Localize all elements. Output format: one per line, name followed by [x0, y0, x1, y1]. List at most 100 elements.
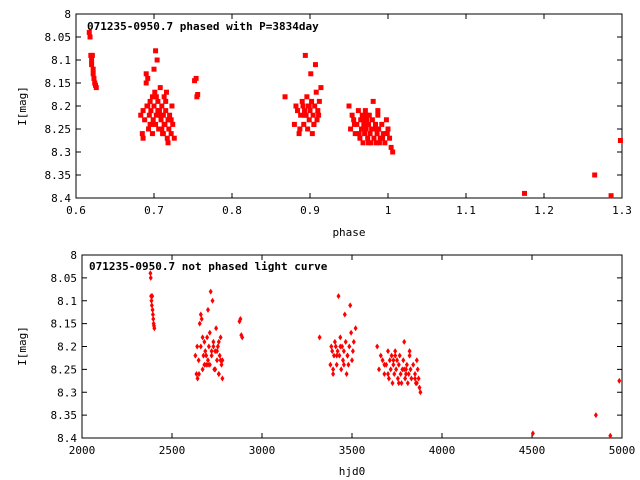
- data-point: [211, 338, 216, 345]
- axis-ticks: 2000 2500 3000 3500 4000 4500 5000 8 8.05 8.1 8.15…: [51, 249, 636, 457]
- data-point: [608, 193, 614, 199]
- data-point: [197, 320, 202, 327]
- data-point: [155, 98, 161, 104]
- data-point: [330, 348, 335, 355]
- data-point: [90, 71, 96, 77]
- data-point: [367, 131, 373, 137]
- data-point: [338, 334, 343, 341]
- data-point: [159, 126, 165, 132]
- y-tick-label: 8.2: [57, 341, 77, 354]
- x-tick-label: 1.2: [534, 204, 554, 217]
- y-tick-label: 8.1: [57, 295, 77, 308]
- data-point: [393, 348, 398, 355]
- data-point: [202, 338, 207, 345]
- data-point: [302, 112, 308, 118]
- x-tick-label: 1: [385, 204, 392, 217]
- data-point: [378, 352, 383, 359]
- data-point: [193, 352, 198, 359]
- data-point: [197, 370, 201, 377]
- data-point: [376, 140, 382, 146]
- data-point: [147, 121, 153, 127]
- data-point: [352, 131, 358, 137]
- y-axis-label: I[mag]: [16, 326, 29, 366]
- y-tick-label: 8.1: [51, 54, 71, 67]
- data-point: [153, 112, 159, 118]
- data-point: [337, 352, 342, 359]
- data-point: [408, 366, 413, 373]
- data-point: [154, 57, 160, 63]
- data-point: [90, 66, 96, 72]
- data-point: [311, 121, 317, 127]
- data-point: [395, 375, 400, 382]
- data-point: [377, 366, 381, 373]
- data-point: [158, 117, 164, 123]
- data-point: [370, 98, 376, 104]
- data-point: [358, 126, 364, 132]
- data-point: [140, 108, 146, 114]
- data-point: [404, 370, 408, 377]
- data-point: [145, 75, 151, 81]
- data-point: [166, 126, 172, 132]
- x-tick-label: 3000: [249, 444, 276, 457]
- x-tick-label: 1.3: [612, 204, 632, 217]
- data-point: [167, 112, 173, 118]
- data-point: [349, 329, 354, 336]
- data-point: [150, 293, 155, 300]
- data-point: [295, 108, 301, 114]
- data-point: [302, 52, 308, 58]
- data-point: [395, 357, 399, 364]
- data-point: [148, 270, 153, 277]
- data-point: [147, 98, 153, 104]
- data-point: [329, 343, 334, 350]
- data-point: [150, 306, 155, 313]
- data-point: [194, 94, 200, 100]
- data-point: [522, 190, 527, 196]
- data-point: [392, 370, 397, 377]
- data-point: [87, 34, 93, 40]
- data-point: [148, 108, 154, 114]
- data-point: [334, 352, 339, 359]
- data-point: [153, 94, 159, 100]
- data-point: [206, 306, 210, 313]
- data-point: [383, 117, 389, 123]
- y-tick-label: 8: [70, 249, 77, 262]
- plot-frame: [81, 254, 623, 439]
- data-point: [89, 57, 95, 63]
- data-point: [153, 48, 159, 54]
- data-point: [417, 384, 422, 391]
- data-point: [309, 131, 315, 137]
- data-point: [592, 172, 598, 178]
- data-point: [373, 121, 379, 127]
- data-point: [165, 140, 171, 146]
- data-point: [148, 274, 153, 281]
- data-point: [347, 343, 352, 350]
- data-point: [386, 348, 390, 355]
- data-point: [150, 311, 155, 318]
- y-tick-label: 8.4: [51, 192, 71, 205]
- data-point: [146, 112, 152, 118]
- data-point: [282, 94, 288, 100]
- data-point: [346, 361, 351, 368]
- unphased-light-curve-chart: 071235-0950.7 not phased light curve hjd…: [16, 249, 635, 478]
- data-point: [376, 126, 382, 132]
- data-point: [350, 348, 355, 355]
- data-point: [350, 357, 354, 364]
- data-point: [156, 126, 162, 132]
- data-point: [369, 117, 375, 123]
- data-point: [370, 126, 376, 132]
- y-tick-label: 8: [64, 8, 71, 21]
- data-point: [206, 361, 210, 368]
- data-point: [346, 103, 352, 109]
- data-point: [219, 361, 224, 368]
- data-point: [380, 357, 385, 364]
- data-point: [143, 80, 149, 86]
- data-point: [348, 126, 354, 132]
- x-tick-label: 3500: [339, 444, 366, 457]
- data-point: [198, 343, 203, 350]
- data-point: [341, 357, 345, 364]
- data-point: [379, 121, 385, 127]
- y-axis-label: I[mag]: [16, 86, 29, 126]
- x-tick-label: 0.9: [300, 204, 320, 217]
- data-point: [195, 343, 200, 350]
- data-point: [390, 149, 396, 155]
